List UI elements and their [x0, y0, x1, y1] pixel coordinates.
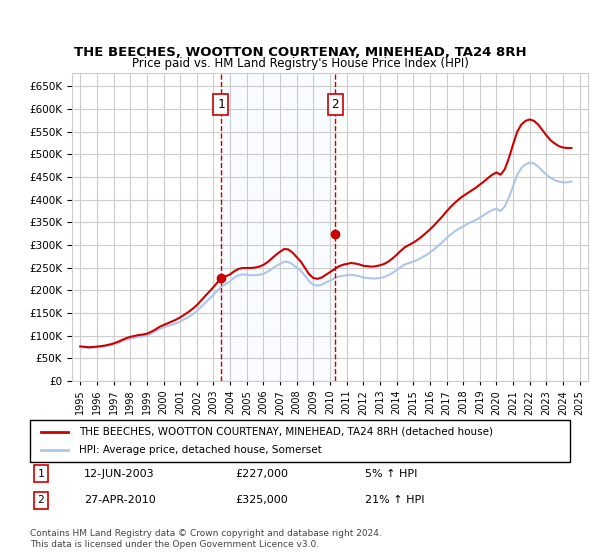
Text: THE BEECHES, WOOTTON COURTENAY, MINEHEAD, TA24 8RH (detached house): THE BEECHES, WOOTTON COURTENAY, MINEHEAD… — [79, 427, 493, 437]
Text: Contains HM Land Registry data © Crown copyright and database right 2024.: Contains HM Land Registry data © Crown c… — [30, 529, 382, 538]
Bar — [221, 73, 335, 381]
Text: 27-APR-2010: 27-APR-2010 — [84, 495, 156, 505]
FancyBboxPatch shape — [30, 420, 570, 462]
Text: HPI: Average price, detached house, Somerset: HPI: Average price, detached house, Some… — [79, 445, 322, 455]
Text: This data is licensed under the Open Government Licence v3.0.: This data is licensed under the Open Gov… — [30, 540, 319, 549]
Text: 1: 1 — [217, 98, 225, 111]
Text: 21% ↑ HPI: 21% ↑ HPI — [365, 495, 424, 505]
Text: 12-JUN-2003: 12-JUN-2003 — [84, 469, 155, 479]
Text: THE BEECHES, WOOTTON COURTENAY, MINEHEAD, TA24 8RH: THE BEECHES, WOOTTON COURTENAY, MINEHEAD… — [74, 46, 526, 59]
Text: 1: 1 — [37, 469, 44, 479]
Text: Price paid vs. HM Land Registry's House Price Index (HPI): Price paid vs. HM Land Registry's House … — [131, 57, 469, 70]
Text: 5% ↑ HPI: 5% ↑ HPI — [365, 469, 417, 479]
Text: 2: 2 — [332, 98, 339, 111]
Text: £227,000: £227,000 — [235, 469, 288, 479]
Text: 2: 2 — [37, 495, 44, 505]
Text: £325,000: £325,000 — [235, 495, 288, 505]
